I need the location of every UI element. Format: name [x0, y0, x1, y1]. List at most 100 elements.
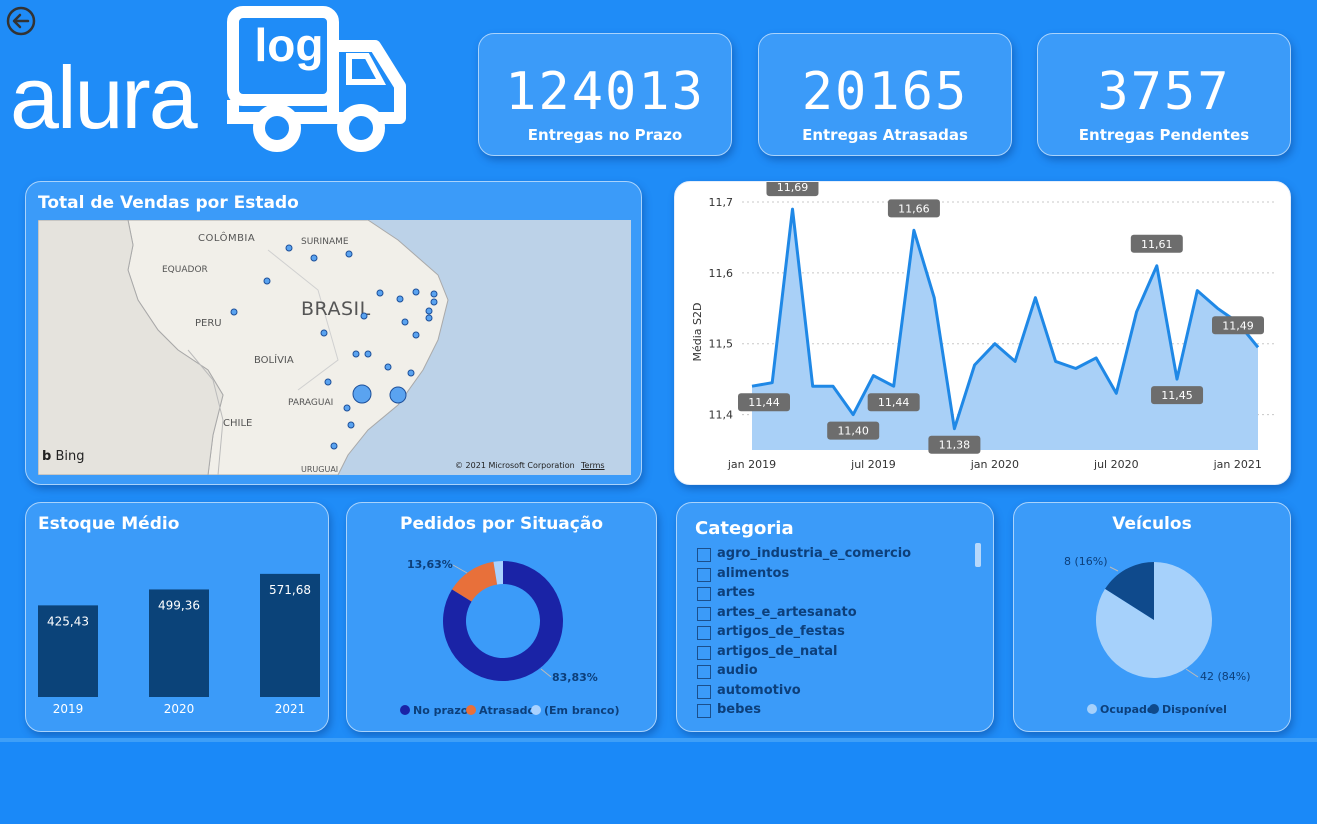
map-bubble: [352, 350, 360, 358]
category-label: agro_industria_e_comercio: [717, 546, 912, 561]
map-bubble: [320, 329, 328, 337]
legend-marker: [466, 705, 476, 715]
map-card: Total de Vendas por Estado COLÔMBIA SURI…: [25, 181, 642, 485]
truck-icon: [227, 6, 406, 152]
data-label: 11,69: [766, 182, 819, 197]
series-line: [751, 207, 1260, 431]
donut-slice[interactable]: [443, 561, 563, 681]
kpi-value: 20165: [801, 62, 969, 122]
map-bubble: [389, 386, 407, 404]
y-tick-label: 11,7: [709, 196, 734, 209]
category-scrollbar[interactable]: [975, 543, 981, 567]
map-bubble: [430, 290, 438, 298]
map-bubble: [343, 404, 351, 412]
pie-slice[interactable]: [1105, 562, 1154, 620]
x-tick-label: jan 2019: [727, 458, 776, 471]
svg-text:11,38: 11,38: [939, 439, 971, 452]
series-area: [752, 209, 1258, 450]
y-tick-label: 11,4: [709, 409, 734, 422]
data-label: 11,49: [1212, 316, 1264, 335]
map-bubble: [345, 250, 353, 258]
map-title: Total de Vendas por Estado: [38, 193, 299, 213]
category-label: artes: [717, 585, 755, 600]
map-label-peru: PERU: [195, 318, 222, 329]
legend-label: Disponível: [1162, 703, 1227, 716]
donut-slice[interactable]: [493, 561, 503, 585]
bar-value-label: 499,36: [158, 598, 200, 612]
map-bubble: [412, 331, 420, 339]
kpi-label: Entregas Atrasadas: [802, 126, 968, 144]
donut-slice[interactable]: [451, 561, 498, 602]
legend-label: No prazo: [413, 704, 469, 717]
legend-marker: [1149, 704, 1159, 714]
map-label-paraguai: PARAGUAI: [288, 398, 334, 408]
kpi-label: Entregas Pendentes: [1078, 126, 1250, 144]
vehicles-title: Veículos: [1112, 514, 1192, 534]
legend-label: Atrasado: [479, 704, 535, 717]
svg-text:11,66: 11,66: [898, 202, 930, 215]
map-terms-link[interactable]: Terms: [581, 461, 605, 470]
slice-label: 42 (84%): [1200, 670, 1251, 683]
checkbox[interactable]: [697, 606, 711, 621]
line-chart: Média S2D 11,7 11,6 11,5 11,4 jan 2019 jul 2…: [691, 182, 1274, 471]
footer-band: [0, 738, 1317, 824]
checkbox[interactable]: [697, 567, 711, 582]
y-axis-label: Média S2D: [691, 303, 704, 362]
slice-label: 13,63%: [407, 558, 453, 571]
legend-marker: [400, 705, 410, 715]
bing-logo: b Bing: [42, 449, 84, 464]
slice-label: 83,83%: [552, 671, 598, 684]
map-bubble: [263, 277, 271, 285]
data-label: 11,44: [867, 393, 920, 412]
map-canvas[interactable]: COLÔMBIA SURINAME EQUADOR BRASIL PERU BO…: [38, 220, 631, 475]
category-label: audio: [717, 663, 758, 678]
kpi-card-late: 20165 Entregas Atrasadas: [758, 33, 1012, 156]
map-bubble: [352, 384, 372, 404]
pie-chart: 8 (16%) 42 (84%) Ocupado Disponível: [1064, 555, 1251, 716]
checkbox[interactable]: [697, 645, 711, 660]
map-bubble: [230, 308, 238, 316]
map-label-brasil: BRASIL: [301, 298, 371, 320]
checkbox[interactable]: [697, 587, 711, 601]
checkbox[interactable]: [697, 626, 711, 640]
map-copyright: © 2021 Microsoft Corporation: [455, 461, 575, 470]
checkbox[interactable]: [697, 684, 711, 699]
map-label-uruguai: URUGUAI: [301, 465, 339, 474]
map-bubble: [425, 307, 433, 315]
map-bubble: [360, 312, 368, 320]
y-ticks: 11,7 11,6 11,5 11,4: [709, 196, 734, 422]
x-tick-label: jan 2021: [1213, 458, 1262, 471]
data-label: 11,45: [1151, 386, 1204, 405]
bar[interactable]: [260, 573, 320, 697]
back-arrow-icon: [6, 6, 36, 36]
legend-marker: [1087, 704, 1097, 714]
y-tick-label: 11,5: [709, 338, 734, 351]
x-tick-label: jul 2020: [1093, 458, 1139, 471]
bar-value-label: 425,43: [47, 614, 89, 628]
orders-card: Pedidos por Situação 13,63% 83,83% No praz…: [346, 502, 657, 732]
category-label: alimentos: [717, 565, 790, 581]
map-bubble: [430, 298, 438, 306]
category-label: artes_e_artesanato: [717, 604, 857, 620]
checkbox[interactable]: [697, 704, 711, 718]
map-bubble: [384, 363, 392, 371]
bar-category-label: 2020: [164, 702, 195, 716]
kpi-value: 124013: [505, 62, 705, 122]
stock-title: Estoque Médio: [38, 514, 180, 534]
map-land: [38, 220, 449, 475]
bing-icon: b: [42, 449, 52, 464]
y-tick-label: 11,6: [709, 267, 734, 280]
bar[interactable]: [149, 589, 209, 697]
kpi-card-on-time: 124013 Entregas no Prazo: [478, 33, 732, 156]
data-labels: 11,44 11,69 11,40 11,44 11,66 11,38 11,61 11,45…: [738, 182, 1264, 454]
checkbox[interactable]: [697, 665, 711, 679]
map-label-bolivia: BOLÍVIA: [254, 355, 294, 366]
bing-label: Bing: [55, 449, 85, 464]
checkbox[interactable]: [697, 548, 711, 562]
data-label: 11,40: [827, 421, 880, 440]
category-label: automotivo: [717, 682, 801, 698]
svg-text:11,49: 11,49: [1222, 319, 1254, 332]
category-label: artigos_de_natal: [717, 643, 838, 659]
bar[interactable]: [38, 605, 98, 697]
back-button[interactable]: [5, 5, 37, 37]
